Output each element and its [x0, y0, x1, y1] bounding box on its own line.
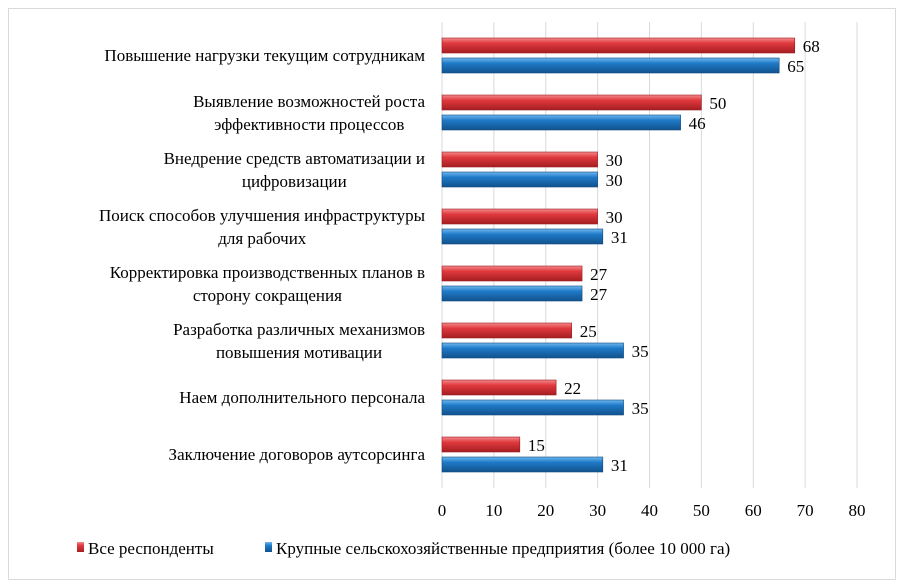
category-label-line: эффективности процессов: [214, 115, 404, 134]
legend-label: Все респонденты: [88, 539, 214, 558]
data-label: 27: [590, 265, 608, 284]
x-tick-label: 30: [589, 501, 606, 520]
data-label: 15: [528, 436, 545, 455]
bar-large-enterprises: [441, 171, 598, 188]
x-tick-label: 10: [485, 501, 502, 520]
bar-large-enterprises: [441, 114, 681, 131]
bar-large-enterprises: [441, 399, 624, 416]
bar-all-respondents: [441, 37, 796, 54]
x-tick-label: 40: [641, 501, 658, 520]
bar-all-respondents: [441, 208, 598, 225]
legend-label: Крупные сельскохозяйственные предприятия…: [276, 539, 730, 558]
x-tick-label: 60: [745, 501, 762, 520]
data-label: 22: [564, 379, 581, 398]
x-tick-label: 80: [849, 501, 866, 520]
category-label: Наем дополнительного персонала: [179, 388, 425, 407]
category-label-line: Выявление возможностей роста: [193, 92, 425, 111]
category-label: Повышение нагрузки текущим сотрудникам: [104, 46, 425, 65]
data-label: 31: [611, 456, 628, 475]
category-label: Корректировка производственных планов в с…: [110, 263, 425, 305]
bar-all-respondents: [441, 322, 572, 339]
data-label: 27: [590, 285, 608, 304]
category-label-line: для рабочих: [218, 229, 307, 248]
category-label: Заключение договоров аутсорсинга: [169, 445, 426, 464]
data-label: 25: [580, 322, 597, 341]
data-label: 35: [632, 342, 649, 361]
category-label: Внедрение средств автоматизации и цифрови…: [164, 149, 425, 191]
data-label: 30: [606, 151, 623, 170]
bar-all-respondents: [441, 436, 521, 453]
bar-all-respondents: [441, 379, 557, 396]
category-label-line: Повышение нагрузки текущим сотрудникам: [104, 46, 425, 65]
data-label: 35: [632, 399, 649, 418]
bar-large-enterprises: [441, 285, 583, 302]
category-label: Поиск способов улучшения инфраструктуры д…: [99, 206, 426, 248]
x-tick-label: 50: [693, 501, 710, 520]
legend-swatch: [265, 542, 272, 552]
data-label: 65: [787, 57, 804, 76]
category-label-line: Заключение договоров аутсорсинга: [169, 445, 426, 464]
bar-all-respondents: [441, 265, 583, 282]
x-tick-label: 0: [438, 501, 447, 520]
bar-all-respondents: [441, 94, 702, 111]
x-tick-label: 70: [797, 501, 814, 520]
legend-swatch: [77, 542, 84, 552]
category-label-line: повышения мотивации: [216, 343, 382, 362]
data-label: 50: [709, 94, 726, 113]
x-tick-label: 20: [537, 501, 554, 520]
bar-large-enterprises: [441, 228, 604, 245]
bar-large-enterprises: [441, 456, 604, 473]
data-label: 30: [606, 171, 623, 190]
category-label-line: сторону сокращения: [193, 286, 342, 305]
data-label: 68: [803, 37, 820, 56]
bar-large-enterprises: [441, 342, 624, 359]
category-label-line: цифровизации: [242, 172, 347, 191]
category-label-line: Внедрение средств автоматизации и: [164, 149, 425, 168]
bar-all-respondents: [441, 151, 598, 168]
data-label: 46: [689, 114, 706, 133]
category-label-line: Разработка различных механизмов: [173, 320, 425, 339]
bar-large-enterprises: [441, 57, 780, 74]
category-label: Выявление возможностей роста эффективност…: [193, 92, 425, 134]
category-label-line: Корректировка производственных планов в: [110, 263, 425, 282]
data-label: 31: [611, 228, 628, 247]
category-label-line: Наем дополнительного персонала: [179, 388, 425, 407]
data-label: 30: [606, 208, 623, 227]
category-label: Разработка различных механизмов повышения…: [173, 320, 425, 362]
category-label-line: Поиск способов улучшения инфраструктуры: [99, 206, 426, 225]
